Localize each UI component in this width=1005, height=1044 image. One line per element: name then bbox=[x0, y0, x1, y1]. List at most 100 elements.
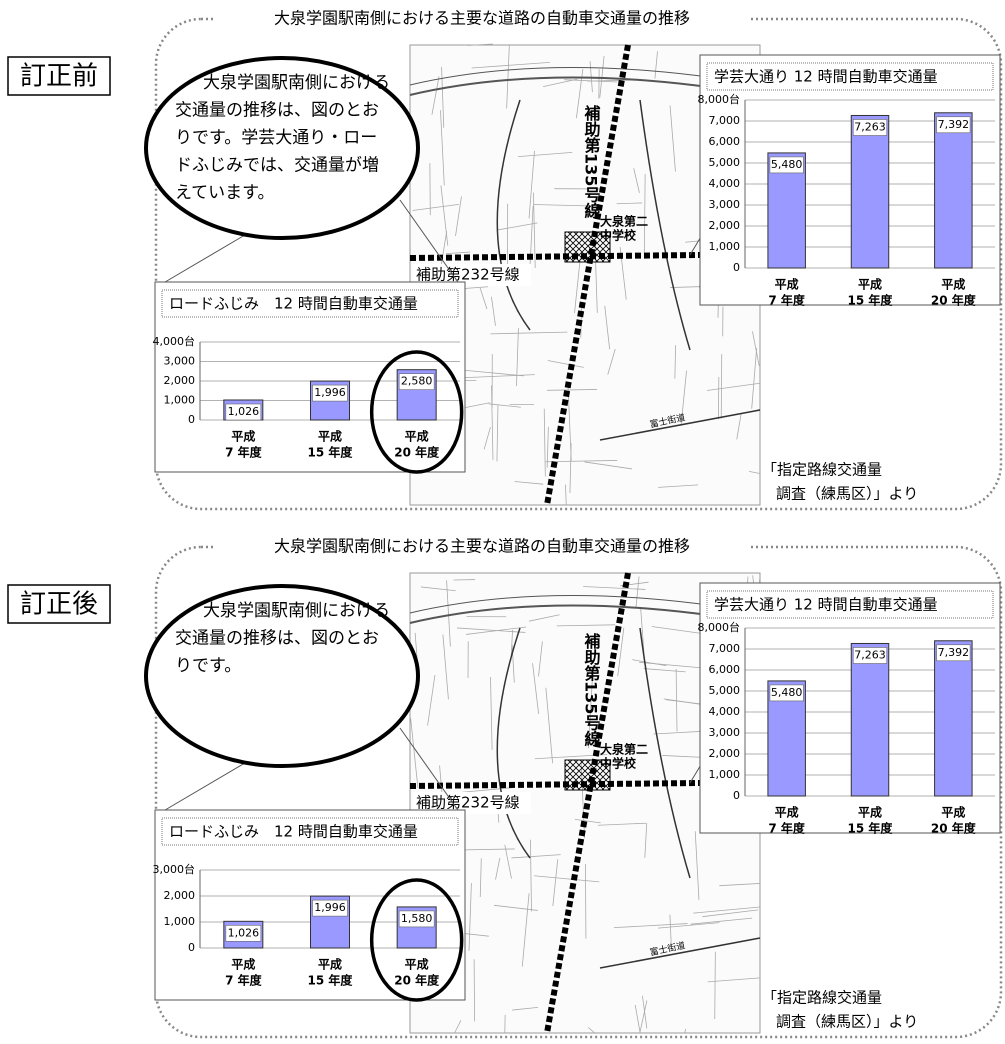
x-tick-label: 平成 bbox=[941, 805, 965, 820]
map-street bbox=[574, 255, 581, 314]
map-street bbox=[599, 56, 605, 98]
body-text: えています。 bbox=[175, 183, 274, 203]
label-bg bbox=[413, 264, 531, 286]
panel-label: 訂正後 bbox=[20, 590, 98, 620]
value-label-box bbox=[225, 925, 262, 942]
route-232 bbox=[409, 780, 701, 789]
bar bbox=[934, 112, 973, 269]
chart-title-box bbox=[706, 62, 994, 91]
y-tick-label: 3,000台 bbox=[153, 862, 196, 876]
map-label: 補助第135号線 bbox=[582, 632, 602, 747]
bar bbox=[934, 640, 973, 797]
x-tick-label: 平成 bbox=[775, 805, 799, 820]
body-text: 交通量の推移は、図のとお bbox=[175, 629, 379, 649]
map-street bbox=[532, 663, 540, 715]
map-street bbox=[456, 374, 535, 379]
x-tick-label: 平成 bbox=[858, 277, 882, 292]
y-tick-label: 1,000 bbox=[709, 240, 741, 253]
map-street bbox=[587, 675, 593, 749]
value-label-box bbox=[852, 119, 888, 136]
x-tick-label: 15 年度 bbox=[848, 293, 894, 308]
map-road bbox=[639, 627, 691, 879]
body-text: 交通量の推移は、図のとお bbox=[175, 101, 379, 121]
source-note: 調査（練馬区）」より bbox=[776, 485, 918, 503]
y-tick-label: 6,000 bbox=[709, 663, 741, 676]
map-label: 補助第232号線 bbox=[416, 266, 520, 284]
value-label-box bbox=[398, 910, 435, 928]
y-tick-label: 8,000台 bbox=[698, 620, 741, 634]
value-label: 7,263 bbox=[854, 648, 886, 661]
map-street bbox=[538, 641, 543, 677]
panel-title: 大泉学園駅南側における主要な道路の自動車交通量の推移 bbox=[274, 537, 690, 556]
x-tick-label: 7 年度 bbox=[768, 293, 806, 308]
map-street bbox=[521, 893, 530, 967]
map-street bbox=[702, 909, 759, 918]
route-135 bbox=[544, 572, 631, 1034]
map-label: 大泉第二 bbox=[600, 214, 648, 229]
map-street bbox=[511, 854, 561, 859]
chart-title: 学芸大通り 12 時間自動車交通量 bbox=[714, 596, 938, 614]
callout-ellipse bbox=[144, 56, 420, 240]
y-tick-label: 5,000 bbox=[709, 156, 741, 169]
map-street bbox=[714, 951, 716, 1019]
chart-title: 学芸大通り 12 時間自動車交通量 bbox=[714, 68, 938, 86]
map-street bbox=[496, 404, 499, 462]
map-street bbox=[613, 923, 688, 929]
map-label: 中学校 bbox=[600, 756, 637, 771]
value-label-box bbox=[852, 647, 888, 664]
x-tick-label: 7 年度 bbox=[768, 821, 806, 836]
map-street bbox=[479, 858, 482, 897]
map-street bbox=[752, 331, 760, 366]
map-street bbox=[675, 669, 678, 732]
x-tick-label: 15 年度 bbox=[848, 821, 894, 836]
y-tick-label: 4,000台 bbox=[153, 334, 196, 348]
map-street bbox=[455, 196, 462, 237]
route-232 bbox=[409, 252, 701, 261]
x-tick-label: 平成 bbox=[775, 277, 799, 292]
map-street bbox=[706, 382, 761, 391]
value-label: 1,026 bbox=[228, 926, 260, 939]
callout-line bbox=[399, 727, 461, 814]
map-road bbox=[599, 409, 761, 441]
map-street bbox=[454, 1020, 462, 1034]
body-text: ドふじみでは、交通量が増 bbox=[175, 156, 379, 176]
map-street bbox=[490, 676, 493, 750]
x-tick-label: 20 年度 bbox=[394, 973, 440, 988]
map-street bbox=[546, 426, 549, 468]
map-street bbox=[632, 659, 667, 667]
y-tick-label: 1,000 bbox=[709, 768, 741, 781]
y-tick-label: 5,000 bbox=[709, 684, 741, 697]
x-tick-label: 平成 bbox=[231, 957, 255, 972]
map-street bbox=[468, 883, 472, 951]
map-street bbox=[446, 580, 451, 647]
y-tick-label: 4,000 bbox=[709, 705, 741, 718]
body-text: 大泉学園駅南側における bbox=[203, 73, 390, 93]
y-tick-label: 2,000 bbox=[164, 889, 196, 902]
body-text: りです。学芸大通り・ロー bbox=[175, 128, 377, 148]
value-label: 1,996 bbox=[314, 901, 346, 914]
map-road bbox=[496, 99, 531, 331]
title-bg bbox=[215, 6, 750, 32]
map-street bbox=[545, 687, 553, 764]
map-street bbox=[583, 586, 646, 590]
chart-title-box bbox=[161, 289, 459, 318]
map-street bbox=[569, 443, 572, 494]
x-tick-label: 7 年度 bbox=[225, 445, 263, 460]
y-tick-label: 0 bbox=[733, 789, 740, 802]
map-street bbox=[442, 634, 449, 700]
map-street bbox=[506, 44, 510, 109]
value-label: 2,580 bbox=[401, 375, 433, 388]
map-street bbox=[446, 251, 471, 254]
chart-title: ロードふじみ 12 時間自動車交通量 bbox=[169, 823, 418, 841]
chart-title: ロードふじみ 12 時間自動車交通量 bbox=[169, 295, 418, 313]
x-tick-label: 平成 bbox=[231, 429, 255, 444]
map-label: 補助第135号線 bbox=[582, 104, 602, 219]
map-street bbox=[574, 818, 601, 824]
map-street bbox=[669, 105, 676, 172]
y-tick-label: 0 bbox=[733, 261, 740, 274]
map-street bbox=[462, 787, 514, 793]
y-tick-label: 8,000台 bbox=[698, 92, 741, 106]
map-street bbox=[643, 668, 686, 673]
map-street bbox=[634, 1004, 641, 1034]
map-street bbox=[491, 296, 496, 326]
